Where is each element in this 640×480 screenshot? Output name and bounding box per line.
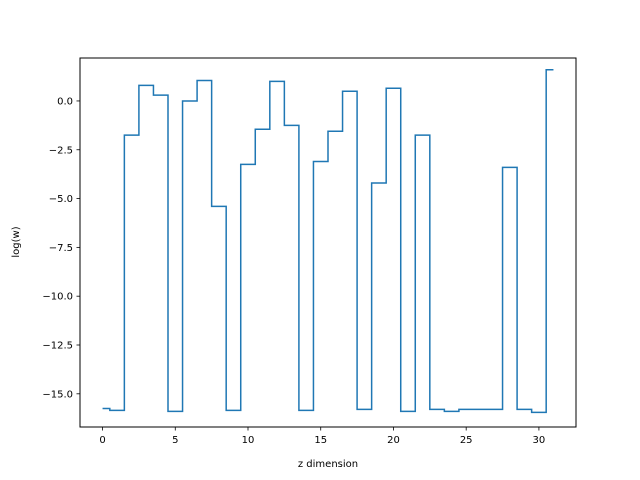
x-tick-label: 25	[460, 435, 473, 446]
x-tick-label: 30	[533, 435, 546, 446]
series-line-0	[102, 68, 554, 414]
y-tick-label: −15.0	[42, 389, 73, 400]
axes-frame	[79, 57, 577, 428]
x-tick-label: 0	[99, 435, 105, 446]
y-tick-label: 0.0	[57, 96, 73, 107]
series-layer	[102, 68, 554, 414]
y-tick-label: −2.5	[49, 145, 73, 156]
y-tick-label: −12.5	[42, 341, 73, 352]
x-tick-label: 15	[314, 435, 327, 446]
y-tick-label: −10.0	[42, 292, 73, 303]
y-tick-label: −5.0	[49, 194, 73, 205]
x-axis-ticks: 0 5 10 15 20 25 30	[99, 427, 545, 446]
x-tick-label: 10	[242, 435, 255, 446]
x-axis-label: z dimension	[298, 459, 358, 470]
y-tick-label: −7.5	[49, 243, 73, 254]
plot-area	[80, 58, 576, 427]
y-axis-label: log(w)	[11, 226, 22, 257]
x-tick-label: 20	[387, 435, 400, 446]
y-axis-ticks: 0.0 −2.5 −5.0 −7.5 −10.0 −12.5 −15.0	[42, 96, 80, 400]
x-tick-label: 5	[172, 435, 178, 446]
